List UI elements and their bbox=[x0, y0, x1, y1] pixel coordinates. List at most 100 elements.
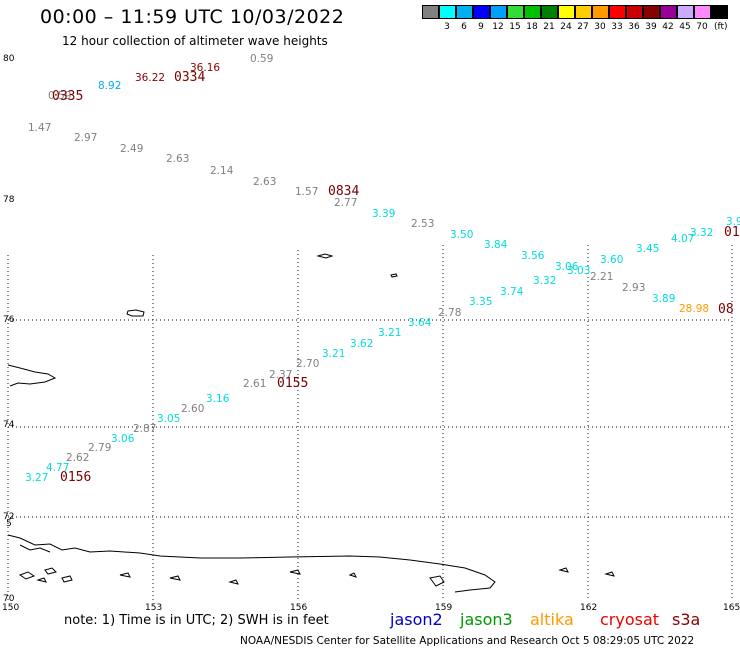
scale-label: 21 bbox=[543, 22, 555, 32]
wave-height-label: 3.16 bbox=[206, 393, 230, 405]
scale-unit: (ft) bbox=[714, 22, 728, 32]
scale-swatch bbox=[490, 5, 507, 19]
scale-swatch bbox=[711, 5, 728, 19]
wave-height-label: 28.98 bbox=[679, 303, 709, 315]
scale-swatch bbox=[439, 5, 456, 19]
wave-height-label: 3.27 bbox=[25, 472, 48, 484]
wave-height-label: 2.14 bbox=[210, 165, 234, 177]
wave-height-label: 0.59 bbox=[48, 90, 71, 102]
legend-s3a: s3a bbox=[672, 610, 701, 629]
wave-height-label: 3.60 bbox=[600, 254, 623, 266]
wave-height-label: 3.50 bbox=[450, 229, 473, 241]
wave-height-label: 3.32 bbox=[533, 275, 556, 287]
lat-label-76: 76 bbox=[3, 315, 15, 325]
wave-height-label: 2.62 bbox=[66, 452, 89, 464]
lat-label-clipped: 5 bbox=[6, 519, 12, 529]
footnote: note: 1) Time is in UTC; 2) SWH is in fe… bbox=[64, 613, 329, 628]
wave-height-label: 2.78 bbox=[438, 307, 461, 319]
wave-height-label: 2.63 bbox=[253, 176, 276, 188]
wave-height-label: 2.77 bbox=[334, 197, 357, 209]
time-stamp-label: 0834 bbox=[328, 184, 359, 199]
map-subtitle: 12 hour collection of altimeter wave hei… bbox=[62, 34, 328, 48]
wave-height-label: 3.32 bbox=[690, 227, 713, 239]
lon-label-153: 153 bbox=[145, 603, 162, 613]
time-stamp-label: 08 bbox=[718, 302, 734, 317]
time-stamp-label: 0156 bbox=[60, 470, 91, 485]
wave-height-label: 2.87 bbox=[133, 423, 156, 435]
wave-height-label: 3.06 bbox=[555, 261, 579, 273]
legend-altika: altika bbox=[530, 610, 574, 629]
scale-label: 9 bbox=[478, 22, 484, 32]
scale-swatch bbox=[643, 5, 660, 19]
wave-height-label: 2.60 bbox=[181, 403, 204, 415]
wave-height-label: 2.93 bbox=[622, 282, 645, 294]
scale-swatch bbox=[456, 5, 473, 19]
scale-label: 6 bbox=[461, 22, 467, 32]
wave-height-label: 2.79 bbox=[88, 442, 111, 454]
scale-swatch bbox=[541, 5, 558, 19]
scale-swatch bbox=[592, 5, 609, 19]
wave-height-label: 3.03 bbox=[567, 265, 590, 277]
wave-height-label: 3.35 bbox=[469, 296, 492, 308]
scale-label: 18 bbox=[526, 22, 538, 32]
wave-height-label: 3.39 bbox=[372, 208, 395, 220]
scale-swatch bbox=[677, 5, 694, 19]
scale-swatch bbox=[626, 5, 643, 19]
time-stamp-label: 0334 bbox=[174, 70, 205, 85]
wave-height-label: 2.37 bbox=[269, 369, 292, 381]
wave-height-label: 2.21 bbox=[590, 271, 613, 283]
legend-jason2: jason2 bbox=[390, 610, 443, 629]
wave-height-label: 4.77 bbox=[46, 462, 69, 474]
scale-swatch bbox=[609, 5, 626, 19]
scale-label: 36 bbox=[628, 22, 640, 32]
graticule bbox=[7, 245, 733, 600]
scale-label: 30 bbox=[594, 22, 606, 32]
wave-height-label: 2.97 bbox=[74, 132, 97, 144]
lon-label-165: 165 bbox=[723, 603, 740, 613]
wave-height-label: 2.61 bbox=[243, 378, 266, 390]
lat-label-72: 72 bbox=[3, 512, 14, 522]
wave-height-label: 3.21 bbox=[322, 348, 345, 360]
scale-swatch bbox=[558, 5, 575, 19]
wave-height-label: 2.53 bbox=[411, 218, 434, 230]
scale-label: 45 bbox=[679, 22, 691, 32]
scale-swatch bbox=[524, 5, 541, 19]
scale-swatch bbox=[422, 5, 439, 19]
lat-label-74: 74 bbox=[3, 420, 15, 430]
observation-labels: 0.5903358.9236.2236.1603340.591.472.972.… bbox=[25, 53, 740, 485]
scale-label: 42 bbox=[662, 22, 674, 32]
time-stamp-label: 0335 bbox=[52, 89, 83, 104]
wave-height-label: 3.06 bbox=[111, 433, 135, 445]
lon-label-159: 159 bbox=[435, 603, 452, 613]
lon-label-156: 156 bbox=[290, 603, 307, 613]
wave-height-label: 1.47 bbox=[28, 122, 51, 134]
wave-height-label: 36.16 bbox=[190, 62, 220, 74]
time-stamp-label: 01 bbox=[724, 225, 740, 240]
scale-label: 15 bbox=[509, 22, 521, 32]
wave-height-label: 2.63 bbox=[166, 153, 189, 165]
coastline bbox=[7, 253, 615, 593]
time-stamp-label: 0155 bbox=[277, 376, 308, 391]
wave-height-label: 3.89 bbox=[652, 293, 675, 305]
scale-swatch bbox=[473, 5, 490, 19]
scale-label: 3 bbox=[444, 22, 450, 32]
lon-label-150: 150 bbox=[2, 603, 19, 613]
scale-label: 33 bbox=[611, 22, 623, 32]
scale-swatch bbox=[694, 5, 711, 19]
wave-height-label: 0.59 bbox=[250, 53, 273, 65]
wave-height-label: 1.57 bbox=[295, 186, 318, 198]
wave-height-label: 2.49 bbox=[120, 143, 143, 155]
legend-jason3: jason3 bbox=[460, 610, 513, 629]
map-frame bbox=[7, 57, 733, 601]
wave-height-label: 3.56 bbox=[521, 250, 545, 262]
credit-line: NOAA/NESDIS Center for Satellite Applica… bbox=[240, 635, 695, 647]
wave-height-label: 36.22 bbox=[135, 72, 165, 84]
lat-label-80: 80 bbox=[3, 54, 15, 64]
legend-cryosat: cryosat bbox=[600, 610, 660, 629]
wave-height-label: 3.84 bbox=[484, 239, 508, 251]
scale-label: 27 bbox=[577, 22, 589, 32]
scale-label: 39 bbox=[645, 22, 657, 32]
wave-height-label: 3.64 bbox=[408, 317, 432, 329]
map-title: 00:00 – 11:59 UTC 10/03/2022 bbox=[40, 6, 345, 28]
wave-height-label: 2.70 bbox=[296, 358, 319, 370]
